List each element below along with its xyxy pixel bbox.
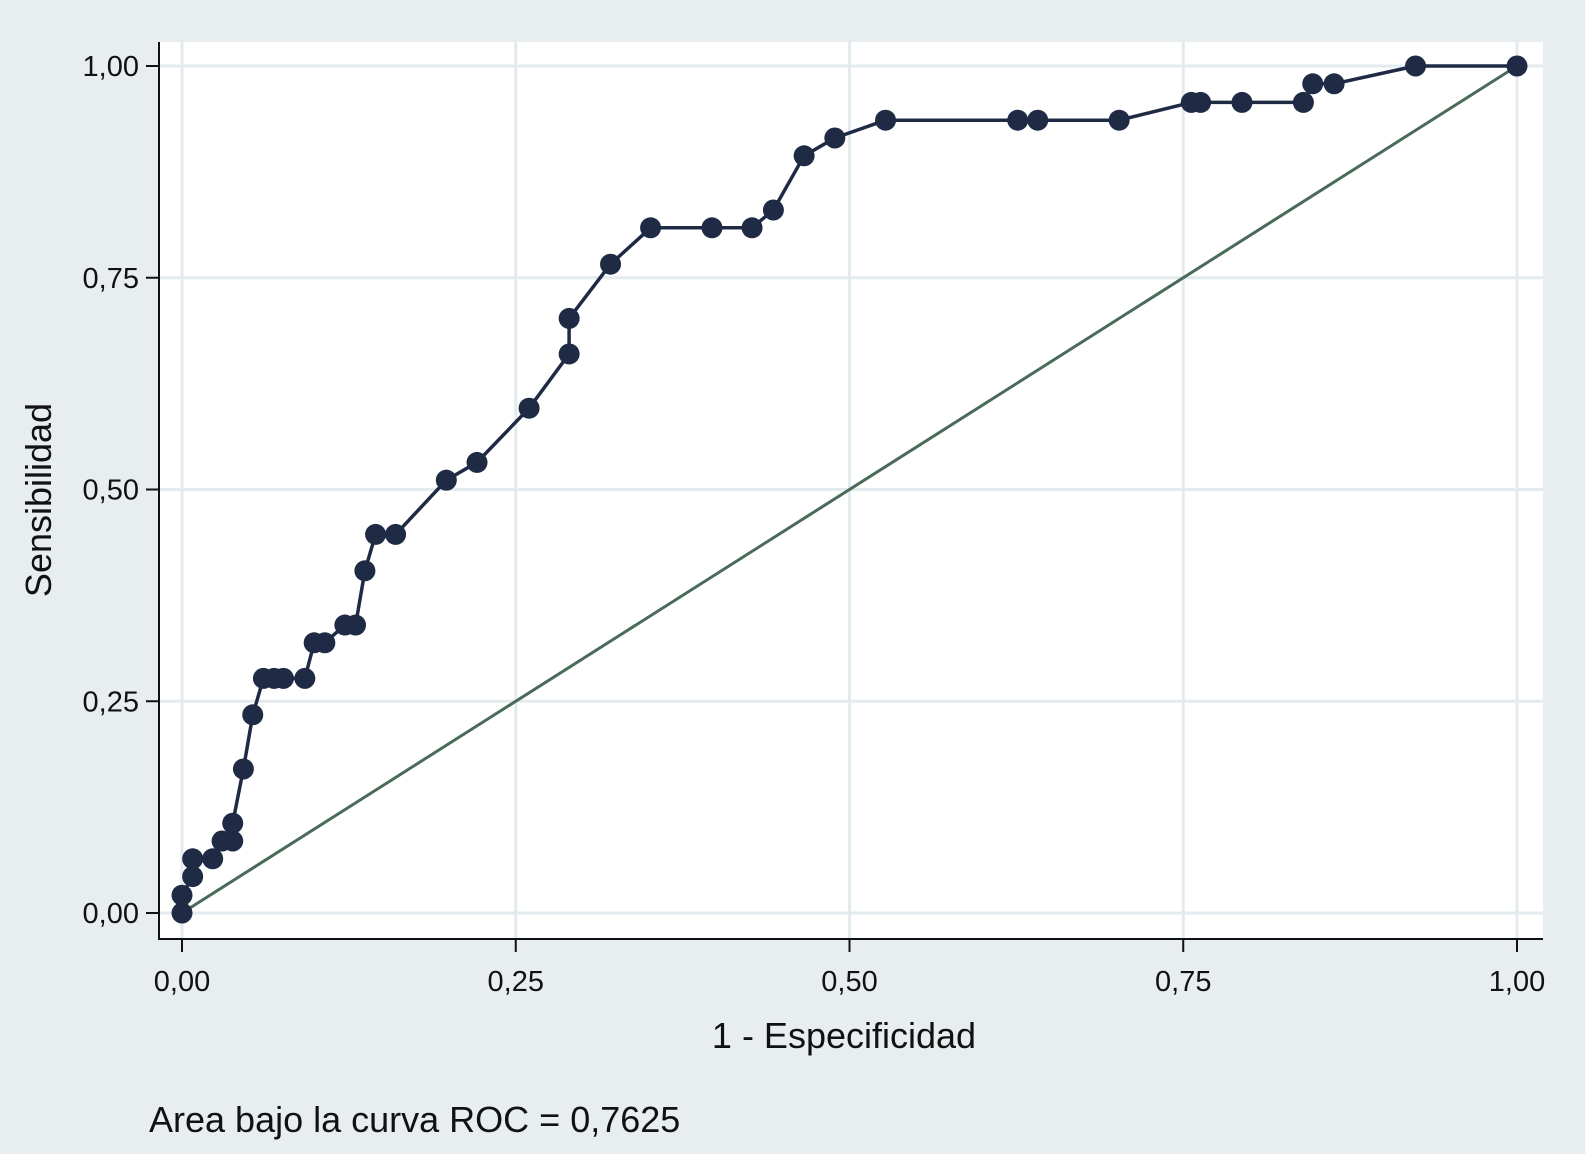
roc-point-9 (242, 704, 264, 726)
roc-point-29 (741, 217, 763, 239)
roc-point-0 (171, 902, 193, 924)
reference-line (181, 64, 1518, 915)
reference-diagonal-line (181, 64, 1518, 915)
x-axis-title: 1 - Especificidad (712, 1015, 976, 1056)
tick-labels: 0,00 0,25 0,50 0,75 1,00 0,00 0,25 0,50 0,75 1,00 (83, 51, 1546, 998)
y-tick-label-3: 0,75 (83, 263, 139, 295)
roc-point-35 (1027, 109, 1049, 131)
roc-point-13 (294, 667, 316, 689)
roc-point-30 (762, 199, 784, 221)
roc-point-41 (1302, 73, 1324, 95)
roc-point-26 (600, 253, 622, 275)
auc-note: Area bajo la curva ROC = 0,7625 (149, 1099, 680, 1140)
x-tick-label-3: 0,75 (1155, 966, 1211, 998)
roc-point-6 (222, 830, 244, 852)
roc-point-42 (1323, 73, 1345, 95)
x-tick-label-1: 0,25 (488, 966, 544, 998)
roc-point-28 (701, 217, 723, 239)
roc-point-27 (640, 217, 662, 239)
axes (146, 42, 1543, 952)
roc-point-33 (875, 109, 897, 131)
x-tick-label-2: 0,50 (821, 966, 877, 998)
y-axis-title: Sensibilidad (18, 403, 59, 597)
y-tick-label-2: 0,50 (83, 475, 139, 507)
roc-point-22 (466, 451, 488, 473)
roc-point-23 (518, 397, 540, 419)
roc-point-18 (354, 560, 376, 582)
roc-point-31 (793, 145, 815, 167)
roc-point-34 (1007, 109, 1029, 131)
roc-point-3 (182, 848, 204, 870)
roc-point-40 (1292, 91, 1314, 113)
roc-point-1 (171, 884, 193, 906)
roc-point-7 (222, 812, 244, 834)
roc-point-43 (1405, 55, 1427, 77)
roc-point-20 (385, 523, 407, 545)
roc-point-12 (272, 667, 294, 689)
y-tick-label-0: 0,00 (83, 898, 139, 930)
roc-point-19 (365, 523, 387, 545)
roc-point-2 (182, 866, 204, 888)
roc-point-39 (1231, 91, 1253, 113)
roc-point-36 (1108, 109, 1130, 131)
roc-point-32 (824, 127, 846, 149)
x-tick-label-4: 1,00 (1489, 966, 1545, 998)
roc-point-15 (314, 632, 336, 654)
roc-points (171, 55, 1528, 924)
x-tick-label-0: 0,00 (154, 966, 210, 998)
y-tick-label-1: 0,25 (83, 686, 139, 718)
y-tick-label-4: 1,00 (83, 51, 139, 83)
roc-point-38 (1190, 91, 1212, 113)
roc-point-24 (558, 343, 580, 365)
roc-point-25 (558, 307, 580, 329)
roc-point-17 (345, 614, 367, 636)
roc-point-44 (1506, 55, 1528, 77)
roc-point-21 (435, 469, 457, 491)
roc-point-8 (232, 758, 254, 780)
roc-point-4 (202, 848, 224, 870)
